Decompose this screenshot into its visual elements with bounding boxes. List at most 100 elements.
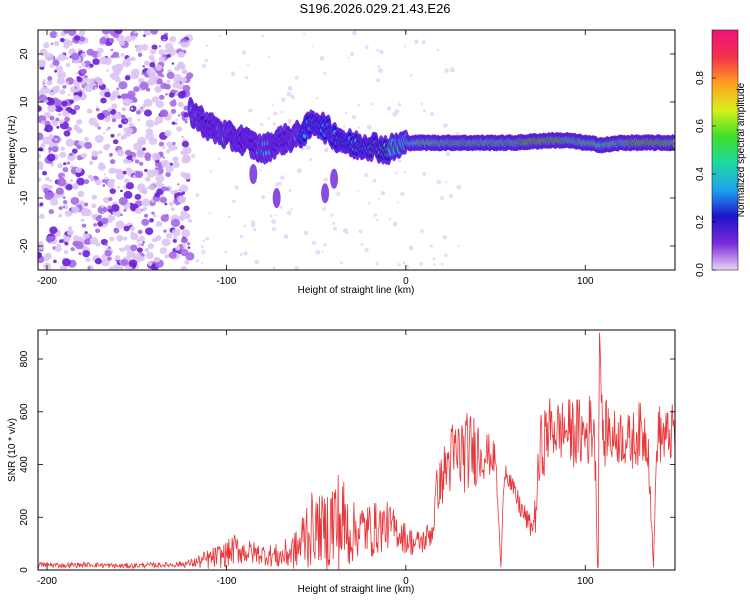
noise-blob <box>164 83 171 90</box>
noise-blob <box>177 101 184 108</box>
noise-speckle <box>287 118 293 124</box>
noise-blob <box>168 201 174 207</box>
noise-blob <box>148 137 158 146</box>
noise-blob <box>72 183 79 189</box>
noise-blob <box>127 159 133 164</box>
spectrogram-ytick-label: -20 <box>19 238 30 253</box>
noise-speckle <box>386 106 392 111</box>
noise-speckle <box>287 86 293 91</box>
noise-blob <box>57 112 62 116</box>
noise-speckle <box>309 158 313 161</box>
noise-blob <box>76 177 85 186</box>
noise-blob <box>178 61 183 65</box>
noise-blob <box>114 112 123 120</box>
noise-blob <box>95 179 102 186</box>
noise-blob <box>78 30 86 36</box>
noise-blob <box>80 68 87 75</box>
noise-blob <box>122 236 128 241</box>
noise-speckle <box>301 147 305 152</box>
noise-speckle <box>204 58 208 63</box>
noise-blob <box>164 254 169 259</box>
noise-blob <box>100 97 107 104</box>
noise-blob <box>188 219 192 223</box>
noise-blob <box>119 247 122 251</box>
noise-blob <box>64 210 73 217</box>
noise-blob <box>97 47 104 54</box>
noise-blob <box>124 119 128 123</box>
noise-blob <box>63 200 68 205</box>
noise-speckle <box>200 245 204 249</box>
noise-blob <box>107 107 112 112</box>
noise-blob <box>186 72 194 79</box>
colorbar-label: Normalized spectral amplitude <box>736 82 747 217</box>
noise-blob <box>58 214 62 218</box>
noise-speckle <box>436 179 442 185</box>
spectrogram-xlabel: Height of straight line (km) <box>298 285 415 296</box>
noise-blob <box>166 71 175 80</box>
noise-blob <box>69 178 74 182</box>
noise-blob <box>181 69 188 75</box>
noise-blob <box>74 104 81 111</box>
noise-blob <box>180 210 188 217</box>
noise-speckle <box>377 64 381 68</box>
noise-blob <box>161 183 165 186</box>
noise-blob <box>178 214 186 221</box>
noise-blob <box>38 251 43 259</box>
noise-blob <box>124 75 131 81</box>
noise-blob <box>158 56 166 63</box>
noise-blob <box>166 54 171 58</box>
noise-blob <box>40 64 44 67</box>
noise-blob <box>121 107 127 112</box>
noise-blob <box>142 34 146 37</box>
noise-blob <box>136 238 141 243</box>
noise-blob <box>172 141 176 146</box>
noise-blob <box>124 244 132 252</box>
noise-blob <box>165 149 171 154</box>
noise-blob <box>128 259 138 268</box>
noise-blob <box>62 258 71 267</box>
noise-blob <box>104 250 112 257</box>
noise-blob <box>57 178 67 187</box>
noise-speckle <box>377 197 381 200</box>
noise-blob <box>153 256 161 263</box>
snr-ytick-label: 0 <box>19 567 30 573</box>
noise-speckle <box>367 202 371 205</box>
noise-blob <box>177 183 180 186</box>
noise-speckle <box>421 40 426 45</box>
noise-blob <box>58 119 64 124</box>
noise-speckle <box>358 229 363 234</box>
noise-speckle <box>250 220 256 226</box>
noise-blob <box>105 43 108 46</box>
noise-blob <box>83 202 89 207</box>
noise-speckle <box>395 171 398 175</box>
noise-speckle <box>403 171 406 174</box>
noise-blob <box>120 53 125 57</box>
noise-blob <box>55 187 64 195</box>
noise-blob <box>169 36 177 43</box>
noise-speckle <box>271 104 274 107</box>
noise-speckle <box>267 116 270 120</box>
noise-blob <box>60 146 66 151</box>
noise-speckle <box>351 114 357 120</box>
noise-blob <box>55 65 63 72</box>
noise-blob <box>107 208 113 213</box>
noise-blob <box>108 197 113 202</box>
noise-blob <box>169 162 174 166</box>
noise-blob <box>67 226 73 231</box>
noise-blob <box>121 134 128 140</box>
noise-blob <box>179 184 189 193</box>
noise-blob <box>71 148 78 154</box>
noise-blob <box>177 91 186 99</box>
noise-blob <box>52 59 60 66</box>
noise-blob <box>182 84 191 92</box>
noise-blob <box>81 81 85 85</box>
noise-speckle <box>449 67 455 73</box>
snr-series-line <box>38 332 675 570</box>
noise-blob <box>104 243 108 246</box>
noise-blob <box>145 251 154 260</box>
noise-blob <box>147 243 155 250</box>
noise-blob <box>115 172 125 181</box>
noise-blob <box>44 192 54 201</box>
